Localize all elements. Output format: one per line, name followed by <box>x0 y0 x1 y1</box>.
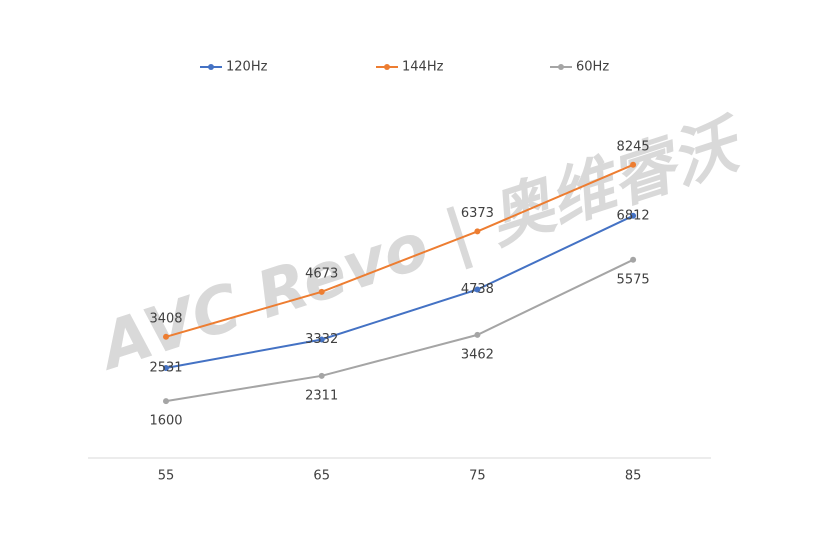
data-label: 3408 <box>149 311 182 326</box>
x-tick-label: 55 <box>158 469 175 484</box>
series-line <box>165 163 634 338</box>
data-label: 6373 <box>461 206 494 221</box>
series-line <box>165 258 634 403</box>
point <box>163 398 169 405</box>
x-tick-label: 85 <box>625 469 642 484</box>
point <box>474 286 481 293</box>
x-tick-label: 75 <box>469 469 486 484</box>
point <box>318 372 325 379</box>
legend-label: 120Hz <box>226 60 268 75</box>
data-label: 2531 <box>149 360 182 375</box>
legend-marker <box>384 64 390 70</box>
data-label: 3462 <box>461 347 494 362</box>
data-label: 3332 <box>305 332 338 347</box>
data-label: 1600 <box>149 414 182 429</box>
point <box>318 336 325 343</box>
data-label: 4673 <box>305 266 338 281</box>
watermark: AVC Revo | 奥维睿沃 <box>87 106 754 386</box>
point <box>474 228 481 235</box>
point <box>630 212 637 219</box>
data-label: 6812 <box>617 208 650 223</box>
data-label: 4738 <box>461 282 494 297</box>
legend-marker <box>208 64 214 70</box>
series-line <box>165 214 634 369</box>
point <box>630 256 637 263</box>
data-label: 2311 <box>305 388 338 403</box>
data-label: 5575 <box>617 272 650 287</box>
point <box>163 333 169 340</box>
point <box>630 161 637 168</box>
data-label: 8245 <box>617 139 650 154</box>
point <box>318 288 325 295</box>
point <box>474 331 481 338</box>
legend-label: 144Hz <box>402 60 444 75</box>
x-tick-label: 65 <box>313 469 330 484</box>
legend-marker <box>558 64 564 70</box>
legend-label: 60Hz <box>576 60 609 75</box>
point <box>163 364 169 371</box>
